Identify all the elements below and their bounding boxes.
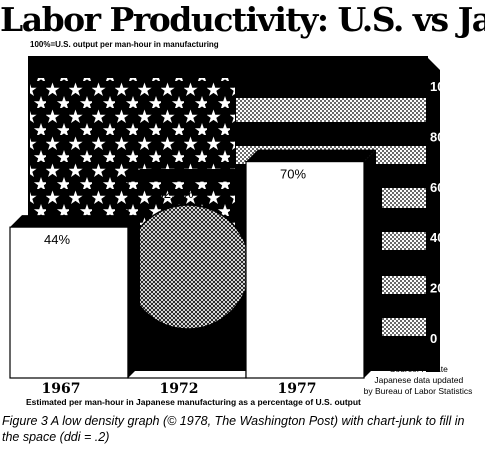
flag-3d-side xyxy=(426,56,440,372)
x-axis-label: Estimated per man-hour in Japanese manuf… xyxy=(26,397,361,407)
figure-caption: Figure 3 A low density graph (© 1978, Th… xyxy=(2,414,465,444)
japan-circle-decoration xyxy=(125,204,251,330)
y-tick-label: 100 xyxy=(430,79,452,94)
data-label: 62.3% xyxy=(157,186,194,201)
source-note: Source: Private Japanese data updated by… xyxy=(364,364,473,396)
bar-top xyxy=(10,215,140,228)
bar-1977 xyxy=(245,161,365,379)
bar-side xyxy=(128,215,140,378)
x-tick-label: 1967 xyxy=(42,381,81,397)
data-label: 44% xyxy=(44,232,70,247)
y-tick-label: 20 xyxy=(430,281,444,296)
bar-top xyxy=(128,169,258,182)
chart-title: Labor Productivity: U.S. vs Japan xyxy=(0,0,485,39)
y-tick-label: 0 xyxy=(430,331,437,346)
bar-top xyxy=(246,149,376,162)
chart-subtitle: 100%=U.S. output per man-hour in manufac… xyxy=(30,40,219,49)
source-note-line-1: Source: Private xyxy=(390,364,448,374)
bar-1967 xyxy=(9,226,129,379)
y-tick-label: 60 xyxy=(430,180,444,195)
bar-side xyxy=(364,149,376,378)
x-tick-label: 1972 xyxy=(160,381,199,397)
source-note-line-2: Japanese data updated xyxy=(374,375,463,385)
y-tick-label: 40 xyxy=(430,230,444,245)
y-tick-label: 80 xyxy=(430,129,444,144)
source-note-line-3: by Bureau of Labor Statistics xyxy=(364,386,473,396)
data-label: 70% xyxy=(280,167,306,182)
x-tick-label: 1977 xyxy=(278,381,317,397)
